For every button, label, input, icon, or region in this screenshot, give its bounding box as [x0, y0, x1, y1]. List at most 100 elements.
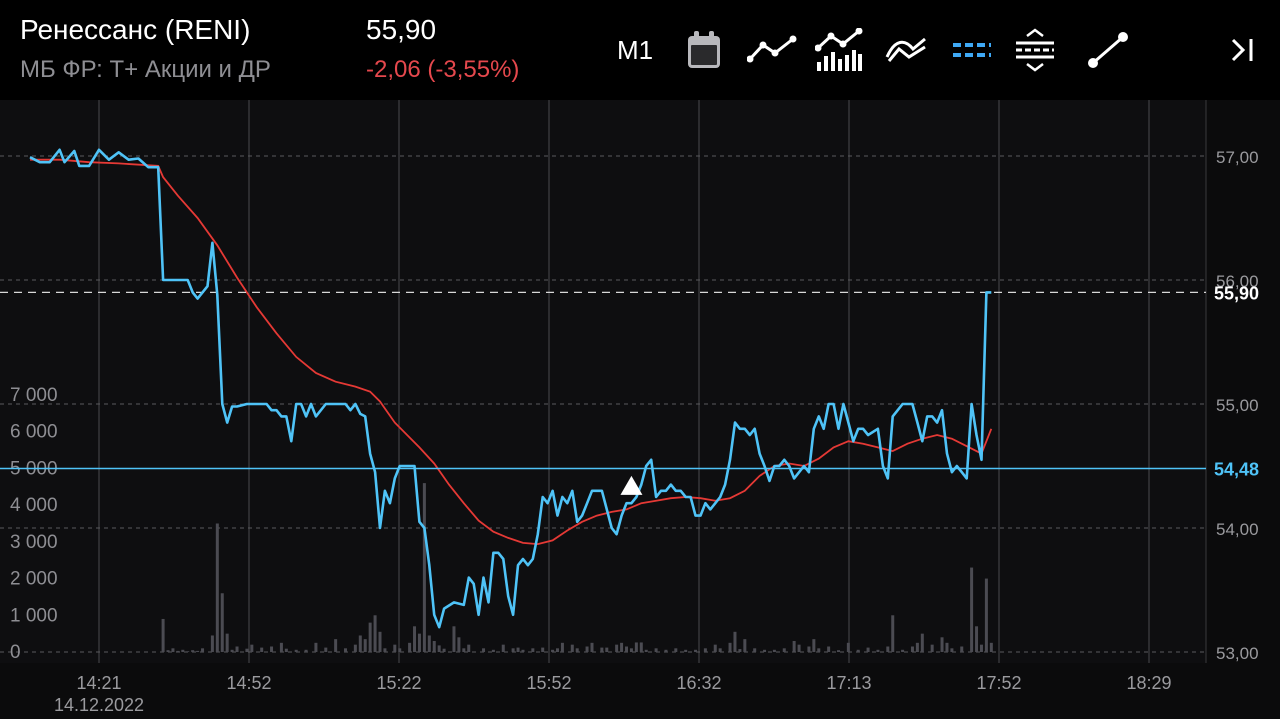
volume-bar [886, 646, 890, 652]
volume-bar [684, 649, 688, 652]
volume-bar [866, 647, 870, 652]
volume-bar [837, 650, 840, 652]
x-tick-label: 18:29 [1126, 673, 1171, 693]
indicators-button[interactable] [884, 28, 930, 72]
volume-bar [427, 635, 431, 652]
volume-bar [743, 639, 747, 652]
volume-bar [782, 648, 786, 652]
volume-bar [294, 649, 298, 652]
volume-bar [353, 644, 357, 652]
volume-bar [738, 649, 742, 652]
volume-tick-label: 4 000 [10, 495, 58, 516]
y-tick-label: 57,00 [1216, 148, 1259, 167]
chart-area[interactable]: 53,00 54,00 55,00 56,00 57,00 0 1 000 2 000 3 00… [0, 100, 1280, 719]
volume-bar [634, 642, 638, 652]
volume-bar [210, 635, 214, 652]
y-tick-label: 56,00 [1216, 272, 1259, 291]
y-tick-label: 54,00 [1216, 520, 1259, 539]
calendar-icon [688, 31, 720, 68]
volume-bar [763, 649, 767, 652]
last-price: 55,90 [366, 14, 437, 45]
volume-bar [703, 648, 707, 652]
volume-bar [324, 647, 328, 652]
x-tick-label: 17:13 [826, 673, 871, 693]
volume-bar [625, 646, 629, 652]
volume-bar [260, 647, 264, 652]
volume-bar [600, 647, 604, 652]
volume-bar [975, 626, 979, 652]
volume-bar [171, 648, 175, 652]
period-selector-button[interactable]: M1 [616, 34, 654, 65]
x-tick-label: 16:32 [676, 673, 721, 693]
volume-bar [639, 642, 643, 652]
volume-bar [521, 649, 525, 652]
volume-bar [827, 646, 831, 652]
volume-bar [181, 649, 185, 652]
volume-bar [314, 642, 318, 652]
volume-bar [570, 644, 574, 652]
price-chart[interactable]: 53,00 54,00 55,00 56,00 57,00 0 1 000 2 000 3 00… [0, 100, 1280, 719]
reference-price-label: 54,48 [1214, 459, 1259, 479]
volume-bar [457, 637, 461, 652]
volume-bar [989, 642, 993, 652]
moving-average-line [30, 158, 993, 546]
volume-bar [398, 648, 402, 652]
volume-bar [378, 631, 382, 652]
volume-bar [930, 644, 934, 652]
volume-bar [551, 649, 555, 652]
volume-bar [960, 646, 964, 652]
volume-bar [846, 642, 850, 652]
volume-bar [772, 649, 776, 652]
volume-bar [186, 651, 190, 652]
volume-bar [718, 648, 722, 652]
instrument-title: Ренессанс (RENI) [20, 14, 251, 45]
volume-bar [358, 635, 362, 652]
volume-bar [531, 648, 535, 652]
volume-bar [166, 650, 170, 652]
volume-bar [901, 649, 905, 652]
volume-bar [437, 645, 441, 652]
volume-bar [590, 642, 594, 652]
price-change: -2,06 (-3,55%) [366, 56, 520, 83]
volume-bar [856, 649, 860, 652]
volume-bar [432, 640, 436, 652]
volume-chart-button[interactable] [814, 28, 864, 72]
plot-background [0, 100, 1206, 663]
volume-bar [196, 650, 200, 652]
go-to-end-button[interactable] [1222, 28, 1262, 72]
volume-bar [560, 642, 564, 652]
volume-bar [344, 648, 347, 652]
volume-bar [235, 646, 239, 652]
volume-bar [408, 642, 412, 652]
volume-bar [161, 618, 165, 652]
volume-bar [792, 640, 796, 652]
volume-bar [674, 648, 678, 652]
volume-bar [270, 646, 274, 652]
volume-bar [733, 631, 737, 652]
volume-bar [970, 567, 974, 652]
volume-bar [615, 644, 619, 652]
line-chart-icon [747, 35, 797, 63]
volume-tick-label: 7 000 [10, 385, 58, 406]
price-lines-button[interactable] [950, 28, 994, 72]
price-line [29, 148, 992, 629]
line-chart-button[interactable] [745, 28, 799, 72]
volume-bar [363, 639, 367, 652]
volume-bar [920, 633, 924, 652]
volume-bar [215, 523, 219, 652]
volume-bar [728, 642, 732, 652]
volume-bar [334, 639, 338, 652]
level-lines-icon [1016, 28, 1054, 72]
last-price-label: 55,90 [1214, 283, 1259, 303]
calendar-button[interactable] [682, 28, 726, 72]
volume-tick-label: 2 000 [10, 569, 58, 590]
volume-bar [467, 644, 471, 652]
trendline-button[interactable] [1084, 28, 1132, 72]
volume-bar [575, 648, 579, 652]
volume-bar [462, 648, 466, 652]
volume-bar [516, 647, 520, 652]
level-lines-button[interactable] [1012, 28, 1058, 72]
volume-bar [368, 622, 372, 652]
volume-bar [191, 650, 195, 652]
volume-bar [373, 615, 377, 652]
